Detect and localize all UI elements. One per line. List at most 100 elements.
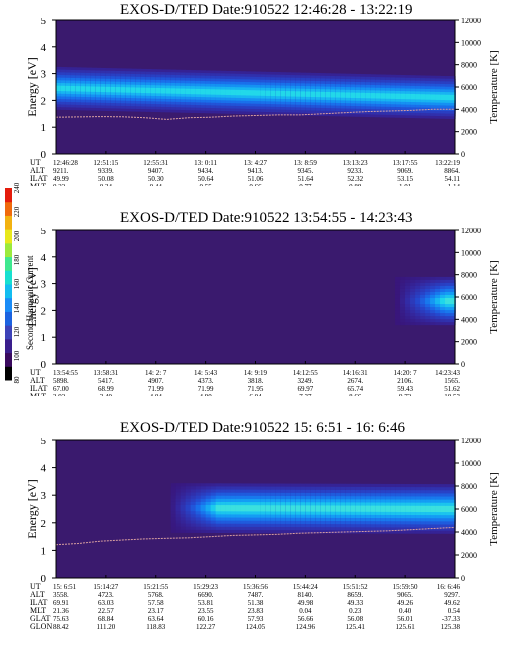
y-axis-label: Energy [eV] [25, 57, 39, 116]
colorbar-swatch [5, 215, 12, 230]
heat-cell [270, 505, 277, 512]
table-cell: 23.55 [198, 607, 214, 615]
y-tick-label: 1 [41, 332, 47, 344]
table-row-label: ALT [30, 376, 45, 385]
colorbar-tick-label: 140 [13, 302, 21, 313]
table-cell: 15:21:55 [143, 583, 168, 591]
heat-cell [425, 94, 431, 100]
heat-cell [200, 505, 207, 512]
table-row-label: GLON [30, 622, 52, 631]
table-cell: 54.11 [445, 175, 461, 183]
heat-cell [205, 89, 212, 95]
heat-cell [375, 93, 381, 99]
y2-axis-label: Temperature [K] [488, 260, 500, 333]
colorbar-swatch [5, 256, 12, 271]
colorbar-tick-label: 240 [13, 182, 21, 193]
heat-cell [315, 91, 321, 98]
heat-cell [240, 89, 247, 96]
heat-cell [450, 94, 456, 101]
y-tick-label: 3 [41, 69, 47, 81]
heat-cell [155, 88, 162, 94]
heat-cell [450, 505, 456, 513]
heat-cell [435, 94, 441, 100]
table-cell: 111.20 [97, 623, 116, 631]
heat-cell [255, 505, 262, 512]
table-cell: 14:20: 7 [394, 369, 418, 377]
heat-cell [310, 505, 316, 512]
y2-tick-label: 6000 [461, 293, 477, 302]
heat-cell [95, 86, 102, 92]
colorbar-swatch [5, 229, 12, 244]
heat-cell [340, 505, 346, 512]
heat-cell [395, 298, 401, 305]
heat-cell [325, 505, 331, 512]
table-cell: 0.40 [399, 607, 412, 615]
table-cell: 51.38 [248, 599, 264, 607]
table-cell: 125.38 [441, 623, 461, 631]
table-cell: 1.14 [448, 183, 461, 186]
heat-cell [220, 505, 227, 512]
heat-cell [445, 94, 451, 101]
y-tick-label: 4 [41, 252, 47, 264]
heat-cell [430, 94, 436, 100]
y-tick-label: 0 [41, 149, 47, 161]
y-tick-label: 0 [41, 359, 47, 371]
heat-cell [430, 505, 436, 513]
table-cell: 125.41 [346, 623, 366, 631]
heat-cell [330, 505, 336, 512]
heat-cell [410, 93, 416, 100]
table-cell: 68.99 [98, 385, 114, 393]
heat-cell [240, 505, 247, 512]
colorbar-swatch [5, 188, 12, 203]
heat-cell [330, 92, 336, 98]
heat-cell [415, 505, 421, 512]
heat-cell [270, 90, 277, 97]
table-cell: 118.83 [146, 623, 165, 631]
heat-cell [60, 85, 67, 92]
table-cell: 49.26 [397, 599, 413, 607]
table-cell: 122.27 [196, 623, 216, 631]
table-cell: 15:29:23 [193, 583, 218, 591]
table-cell: 65.74 [347, 385, 363, 393]
y2-tick-label: 12000 [461, 18, 481, 25]
colorbar-swatch [5, 242, 12, 258]
heat-cell [70, 86, 77, 92]
heat-cell [190, 88, 197, 95]
heat-cell [285, 91, 292, 97]
table-cell: 50.08 [98, 175, 114, 183]
y2-tick-label: 0 [461, 360, 465, 369]
y2-tick-label: 2000 [461, 551, 477, 560]
y-tick-label: 1 [41, 545, 47, 557]
table-cell: 75.63 [53, 615, 69, 623]
heat-cell [185, 88, 192, 95]
y-tick-label: 5 [41, 18, 47, 27]
heat-cell [380, 93, 386, 99]
table-row-label: MLT [30, 182, 46, 186]
heat-cell [180, 88, 187, 94]
y2-tick-label: 2000 [461, 338, 477, 347]
heat-cell [450, 298, 456, 305]
heat-cell [120, 87, 127, 93]
heat-cell [255, 90, 262, 96]
heat-cell [280, 505, 287, 512]
heat-cell [425, 298, 431, 305]
heat-cell [295, 91, 301, 97]
heat-cell [360, 92, 366, 99]
table-cell: 15:59:50 [393, 583, 418, 591]
table-row-label: ALT [30, 590, 45, 599]
table-cell: 2106. [397, 377, 413, 385]
heat-cell [395, 93, 401, 99]
table-cell: 9413. [248, 167, 264, 175]
y2-tick-label: 10000 [461, 248, 481, 257]
table-cell: 15:14:27 [93, 583, 118, 591]
heat-cell [205, 505, 212, 512]
table-row-label: ALT [30, 166, 45, 175]
table-cell: 69.91 [53, 599, 69, 607]
table-cell: 13:54:55 [53, 369, 78, 377]
heat-cell [445, 505, 451, 513]
colorbar-tick-label: 220 [13, 206, 21, 217]
heat-cell [440, 505, 446, 513]
heat-cell [230, 505, 237, 512]
table-cell: 0.88 [349, 183, 362, 186]
heat-cell [245, 90, 252, 96]
